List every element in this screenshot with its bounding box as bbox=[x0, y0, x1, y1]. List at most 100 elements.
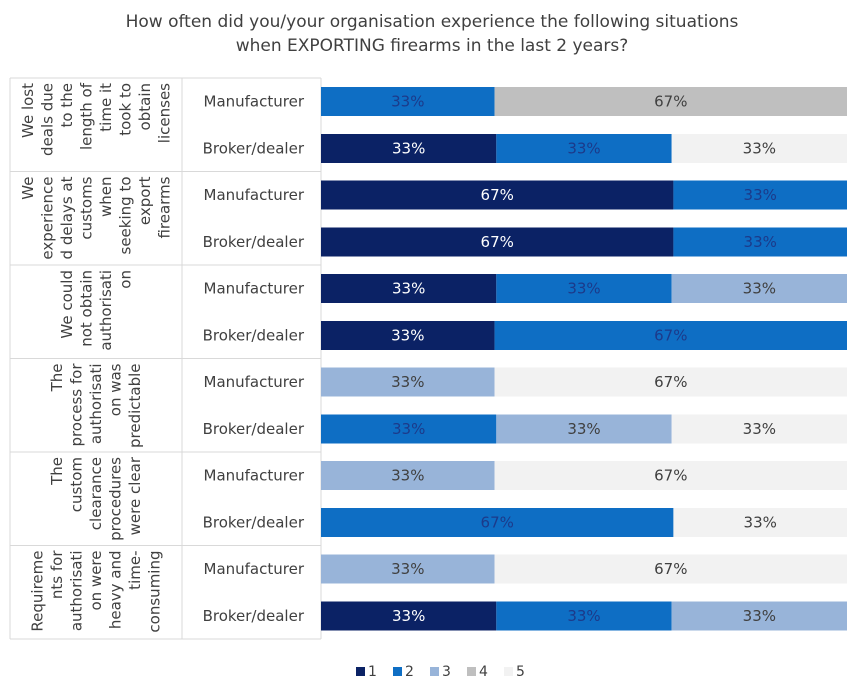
category-group-label: The process for authorisati on was predictab… bbox=[48, 363, 144, 448]
data-label: 33% bbox=[392, 420, 425, 438]
data-label: 67% bbox=[654, 93, 687, 111]
bar-segment bbox=[321, 227, 674, 257]
legend-label: 1 bbox=[368, 664, 377, 680]
bar-segment bbox=[671, 134, 847, 163]
category-group-label-line: were clear bbox=[126, 456, 144, 535]
data-label: 33% bbox=[567, 420, 600, 438]
bar-segment bbox=[673, 227, 847, 257]
category-group-label-line: custom bbox=[68, 457, 86, 512]
row-category-label: Manufacturer bbox=[204, 373, 305, 391]
category-group-label-line: clearance bbox=[87, 457, 105, 530]
category-group-label-line: Requireme bbox=[29, 551, 47, 632]
data-label: 67% bbox=[654, 327, 687, 345]
category-group: We could not obtain authorisati on Manufactu… bbox=[10, 264, 847, 351]
legend-swatch bbox=[504, 667, 513, 676]
bar-segment bbox=[671, 601, 847, 631]
legend-item: 1 bbox=[356, 664, 377, 680]
category-group-label-line: authorisati bbox=[87, 364, 105, 445]
data-label: 33% bbox=[391, 93, 424, 111]
category-group: We lost deals due to the length of time it to… bbox=[19, 82, 847, 163]
category-group-label-line: authorisati bbox=[97, 270, 115, 351]
row-category-label: Broker/dealer bbox=[203, 420, 305, 438]
category-group-label-line: The bbox=[48, 457, 66, 486]
category-group: We experience d delays at customs when seekin… bbox=[10, 171, 847, 260]
category-group-label-line: time it bbox=[97, 83, 115, 132]
category-group-label-line: seeking to bbox=[116, 177, 134, 255]
category-group-label-line: on was bbox=[107, 363, 125, 416]
category-group: The process for authorisati on was predictab… bbox=[10, 358, 847, 448]
data-label: 33% bbox=[744, 233, 777, 251]
data-label: 33% bbox=[392, 140, 425, 158]
bar-segment bbox=[496, 134, 672, 163]
plot-area: We lost deals due to the length of time it to… bbox=[9, 77, 847, 640]
legend-item: 2 bbox=[393, 664, 414, 680]
data-label: 33% bbox=[744, 514, 777, 532]
bar-segment bbox=[673, 508, 847, 537]
chart-title-line-2: when EXPORTING firearms in the last 2 ye… bbox=[236, 36, 629, 56]
category-group-label-line: experience bbox=[38, 177, 56, 260]
category-group-label-line: heavy and bbox=[107, 551, 125, 630]
legend-item: 4 bbox=[467, 664, 488, 680]
data-label: 33% bbox=[392, 607, 425, 625]
bar-segment bbox=[494, 554, 847, 584]
chart-title-line-1: How often did you/your organisation expe… bbox=[126, 12, 739, 32]
category-group-label-line: obtain bbox=[136, 83, 154, 130]
legend-swatch bbox=[430, 667, 439, 676]
category-group-label: We lost deals due to the length of time it to… bbox=[19, 82, 174, 156]
data-label: 33% bbox=[391, 327, 424, 345]
data-label: 33% bbox=[391, 560, 424, 578]
category-group-label-line: licenses bbox=[155, 83, 173, 143]
bar-segment bbox=[321, 134, 497, 163]
row-category-label: Manufacturer bbox=[204, 186, 305, 204]
bar-segment bbox=[494, 321, 847, 350]
data-label: 67% bbox=[481, 233, 514, 251]
data-label: 33% bbox=[567, 280, 600, 298]
data-label: 33% bbox=[743, 607, 776, 625]
category-group-label-line: d delays at bbox=[58, 176, 76, 259]
category-group-label-line: We bbox=[19, 177, 37, 200]
data-label: 33% bbox=[391, 467, 424, 485]
category-group-label-line: The bbox=[48, 364, 66, 393]
category-group-label-line: We lost bbox=[19, 83, 37, 138]
data-label: 33% bbox=[567, 140, 600, 158]
category-group-label-line: when bbox=[97, 177, 115, 218]
bar-segment bbox=[321, 601, 497, 631]
category-group-label-line: length of bbox=[77, 82, 95, 150]
bar-segment bbox=[496, 601, 672, 631]
bar-segment bbox=[671, 414, 847, 444]
data-label: 67% bbox=[481, 186, 514, 204]
category-group-label-line: on were bbox=[87, 551, 105, 611]
category-group: Requireme nts for authorisati on were heavy … bbox=[10, 545, 847, 633]
legend-swatch bbox=[393, 667, 402, 676]
legend: 1 2 3 4 5 bbox=[356, 664, 525, 680]
chart-title: How often did you/your organisation expe… bbox=[126, 12, 739, 56]
bar-segment bbox=[673, 180, 847, 210]
data-label: 33% bbox=[743, 280, 776, 298]
category-group-label-line: export bbox=[136, 176, 154, 225]
bar-segment bbox=[321, 274, 497, 303]
bar-segment bbox=[494, 461, 847, 490]
data-label: 33% bbox=[391, 373, 424, 391]
bar-segment bbox=[321, 508, 674, 537]
legend-label: 3 bbox=[442, 664, 451, 680]
data-label: 33% bbox=[743, 420, 776, 438]
category-group-label-line: authorisati bbox=[68, 551, 86, 632]
category-group-label: The custom clearance procedures were clear bbox=[48, 456, 144, 541]
category-group-label-line: time- bbox=[126, 551, 144, 590]
category-group-label-line: firearms bbox=[155, 176, 173, 238]
row-category-label: Manufacturer bbox=[204, 560, 305, 578]
data-label: 67% bbox=[654, 560, 687, 578]
row-category-label: Broker/dealer bbox=[203, 607, 305, 625]
category-group-label-line: nts for bbox=[48, 550, 66, 599]
legend-label: 2 bbox=[405, 664, 414, 680]
category-group-label: Requireme nts for authorisati on were heavy … bbox=[29, 550, 164, 633]
category-group-label-line: on bbox=[116, 270, 134, 289]
row-category-label: Broker/dealer bbox=[203, 233, 305, 251]
row-category-label: Manufacturer bbox=[204, 467, 305, 485]
row-category-label: Broker/dealer bbox=[203, 514, 305, 532]
category-group-label-line: not obtain bbox=[77, 270, 95, 347]
bar-segment bbox=[496, 274, 672, 303]
category-group-label-line: procedures bbox=[107, 457, 125, 541]
bar-segment bbox=[496, 414, 672, 444]
category-group-label-line: customs bbox=[77, 176, 95, 239]
